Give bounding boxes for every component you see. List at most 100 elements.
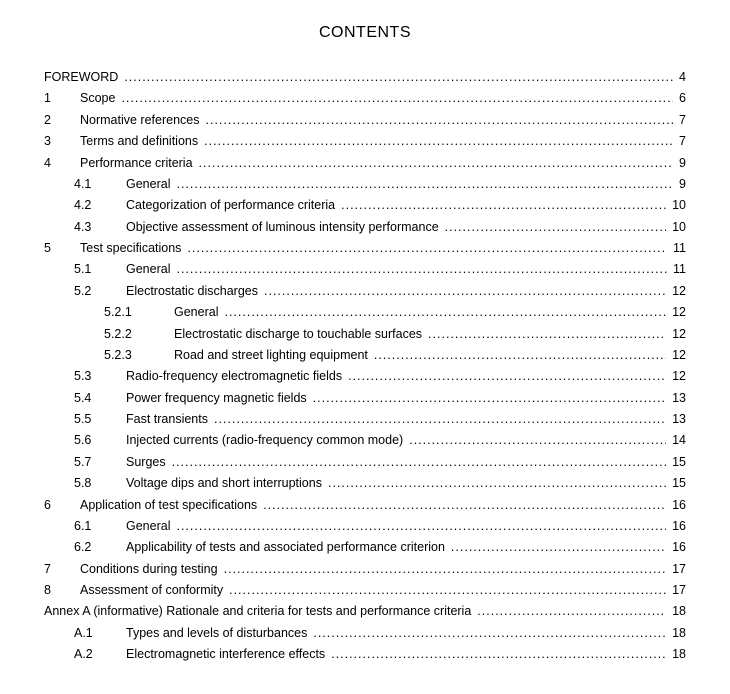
toc-entry-page: 7 [673, 111, 686, 130]
toc-entry: 5.4Power frequency magnetic fields13 [44, 389, 686, 408]
toc-entry: 1Scope 6 [44, 89, 686, 108]
toc-entry: 5.6Injected currents (radio-frequency co… [44, 431, 686, 450]
toc-entry-label: Application of test specifications [80, 496, 263, 515]
toc-entry-label: Power frequency magnetic fields [126, 389, 313, 408]
toc-leader [341, 196, 666, 215]
toc-entry-number: 5.5 [74, 410, 126, 429]
toc-entry: 5Test specifications11 [44, 239, 686, 258]
toc-entry-number: 6 [44, 496, 80, 515]
toc-entry-number: 5.6 [74, 431, 126, 450]
toc-entry-number: 6.2 [74, 538, 126, 557]
toc-entry-label: Road and street lighting equipment [174, 346, 374, 365]
toc-entry-page: 15 [666, 453, 686, 472]
toc-entry-page: 10 [666, 218, 686, 237]
toc-entry-label: Scope [80, 89, 121, 108]
toc-leader [204, 132, 673, 151]
toc-entry-number: 5.1 [74, 260, 126, 279]
toc-leader [445, 218, 666, 237]
toc-entry-label: Normative references [80, 111, 206, 130]
toc-entry-label: Conditions during testing [80, 560, 224, 579]
toc-entry-page: 14 [666, 431, 686, 450]
toc-entry-number: 5.2.1 [104, 303, 174, 322]
toc-entry: 8Assessment of conformity 17 [44, 581, 686, 600]
toc-entry-page: 13 [666, 389, 686, 408]
toc-entry-label: General [174, 303, 224, 322]
toc-entry: A.2Electromagnetic interference effects1… [44, 645, 686, 664]
toc-entry-number: 5.2 [74, 282, 126, 301]
toc-leader [224, 560, 667, 579]
toc-entry-label: Radio-frequency electromagnetic fields [126, 367, 348, 386]
toc-entry: 5.2.3Road and street lighting equipment1… [44, 346, 686, 365]
toc-entry-label: Categorization of performance criteria [126, 196, 341, 215]
toc-entry: 2Normative references7 [44, 111, 686, 130]
toc-leader [121, 89, 673, 108]
toc-entry-number: 4.2 [74, 196, 126, 215]
toc-entry-page: 9 [673, 175, 686, 194]
toc-entry-page: 18 [666, 624, 686, 643]
toc-entry-page: 17 [666, 581, 686, 600]
toc-entry-label: Annex A (informative) Rationale and crit… [44, 602, 477, 621]
toc-entry-page: 12 [666, 346, 686, 365]
toc-entry: A.1Types and levels of disturbances18 [44, 624, 686, 643]
toc-entry-label: General [126, 175, 176, 194]
toc-entry-page: 16 [666, 538, 686, 557]
toc-entry: 4.3Objective assessment of luminous inte… [44, 218, 686, 237]
toc-entry: 6.1General16 [44, 517, 686, 536]
toc-entry-number: 7 [44, 560, 80, 579]
toc-leader [451, 538, 666, 557]
toc-entry-number: 4 [44, 154, 80, 173]
toc-leader [264, 282, 666, 301]
toc-entry: FOREWORD4 [44, 68, 686, 87]
toc-entry: 7Conditions during testing17 [44, 560, 686, 579]
toc-entry-page: 12 [666, 325, 686, 344]
toc-entry-number: 3 [44, 132, 80, 151]
toc-entry-label: General [126, 517, 176, 536]
toc-leader [313, 389, 666, 408]
toc-entry-page: 18 [666, 602, 686, 621]
toc-leader [331, 645, 666, 664]
toc-entry-number: 1 [44, 89, 80, 108]
toc-entry-number: 4.3 [74, 218, 126, 237]
toc-leader [313, 624, 666, 643]
toc-entry-label: Electrostatic discharges [126, 282, 264, 301]
toc-leader [328, 474, 666, 493]
toc-entry-page: 16 [666, 496, 686, 515]
toc-leader [187, 239, 667, 258]
toc-entry-number: A.1 [74, 624, 126, 643]
toc-leader [214, 410, 666, 429]
toc-entry-page: 7 [673, 132, 686, 151]
toc-entry: 4Performance criteria9 [44, 154, 686, 173]
toc-entry: 6.2Applicability of tests and associated… [44, 538, 686, 557]
toc-entry: 4.2Categorization of performance criteri… [44, 196, 686, 215]
contents-heading: CONTENTS [44, 24, 686, 42]
toc-entry-page: 15 [666, 474, 686, 493]
toc-entry-number: 8 [44, 581, 80, 600]
toc-entry-label: Electrostatic discharge to touchable sur… [174, 325, 428, 344]
toc-entry: 5.7Surges15 [44, 453, 686, 472]
toc-entry-number: 5.2.2 [104, 325, 174, 344]
toc-entry: 5.8Voltage dips and short interruptions1… [44, 474, 686, 493]
toc-entry-number: 5.8 [74, 474, 126, 493]
toc-leader [229, 581, 666, 600]
toc-entry-label: Test specifications [80, 239, 187, 258]
toc-entry: 5.3Radio-frequency electromagnetic field… [44, 367, 686, 386]
toc-entry-page: 4 [673, 68, 686, 87]
toc-entry-label: Surges [126, 453, 172, 472]
toc-entry-number: 5.3 [74, 367, 126, 386]
toc-entry-page: 9 [673, 154, 686, 173]
toc-entry-page: 13 [666, 410, 686, 429]
toc-leader [172, 453, 666, 472]
toc-entry-page: 12 [666, 282, 686, 301]
toc-leader [176, 175, 673, 194]
toc-leader [206, 111, 674, 130]
toc-entry-page: 12 [666, 367, 686, 386]
toc-entry-label: Applicability of tests and associated pe… [126, 538, 451, 557]
toc-entry-page: 6 [673, 89, 686, 108]
toc-entry-label: Assessment of conformity [80, 581, 229, 600]
toc-leader [374, 346, 666, 365]
toc-entry-label: Electromagnetic interference effects [126, 645, 331, 664]
toc-entry-label: Objective assessment of luminous intensi… [126, 218, 445, 237]
toc-entry: Annex A (informative) Rationale and crit… [44, 602, 686, 621]
toc-leader [176, 260, 667, 279]
toc-entry: 5.2.1General12 [44, 303, 686, 322]
